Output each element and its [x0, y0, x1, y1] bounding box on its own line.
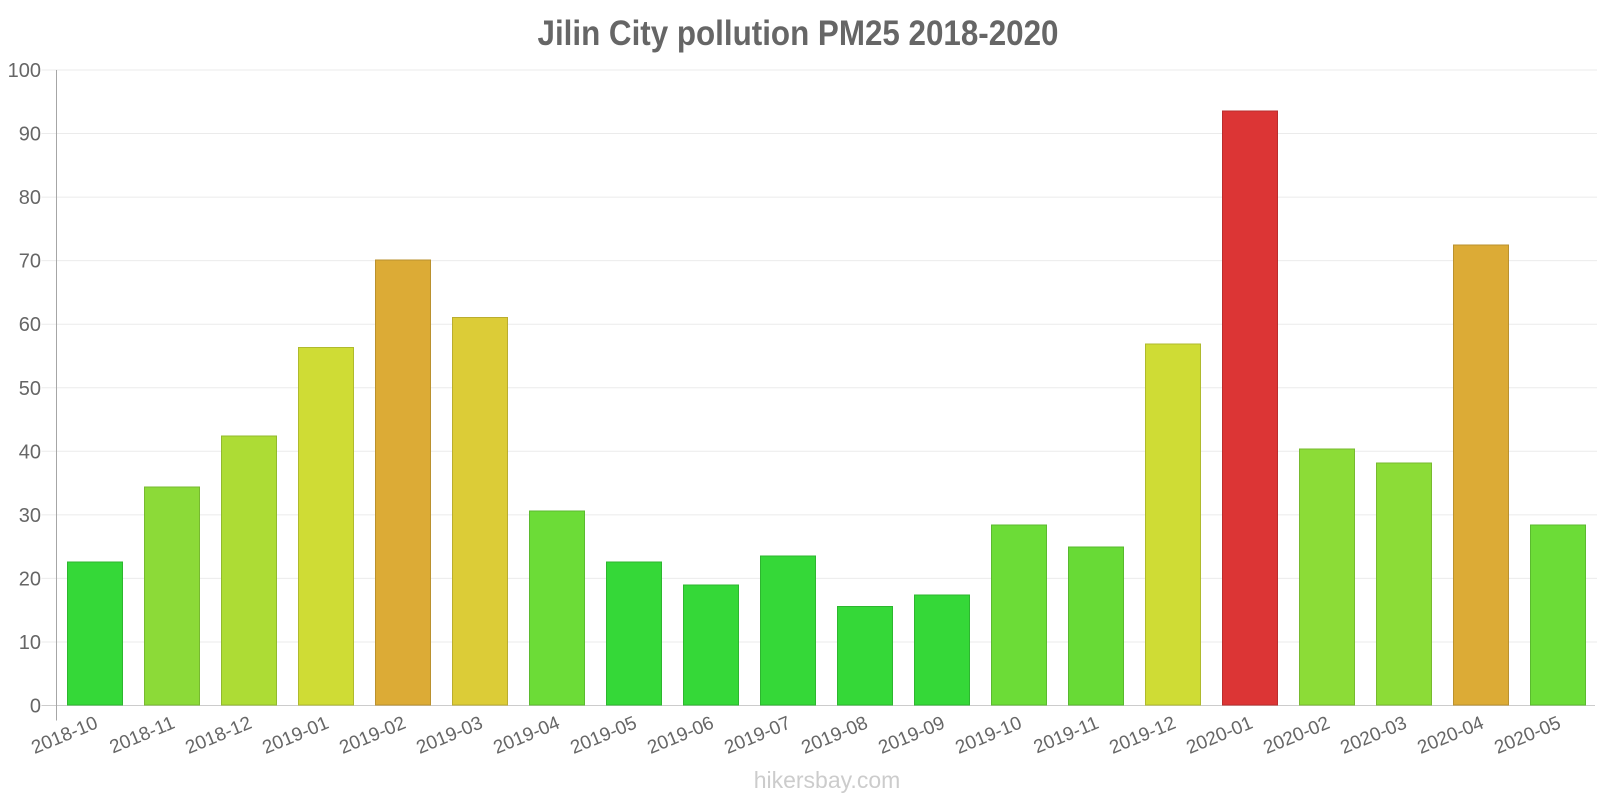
- svg-text:20: 20: [19, 568, 41, 590]
- svg-text:60: 60: [19, 314, 41, 336]
- svg-text:100: 100: [8, 60, 41, 82]
- svg-text:10: 10: [19, 632, 41, 654]
- svg-text:70: 70: [19, 251, 41, 273]
- svg-text:Jilin City pollution PM25 2018: Jilin City pollution PM25 2018-2020: [538, 14, 1059, 53]
- svg-text:30: 30: [19, 505, 41, 527]
- svg-text:50: 50: [19, 378, 41, 400]
- svg-text:80: 80: [19, 187, 41, 209]
- svg-text:40: 40: [19, 441, 41, 463]
- svg-text:0: 0: [30, 696, 41, 718]
- svg-text:hikersbay.com: hikersbay.com: [754, 767, 901, 793]
- svg-text:90: 90: [19, 124, 41, 146]
